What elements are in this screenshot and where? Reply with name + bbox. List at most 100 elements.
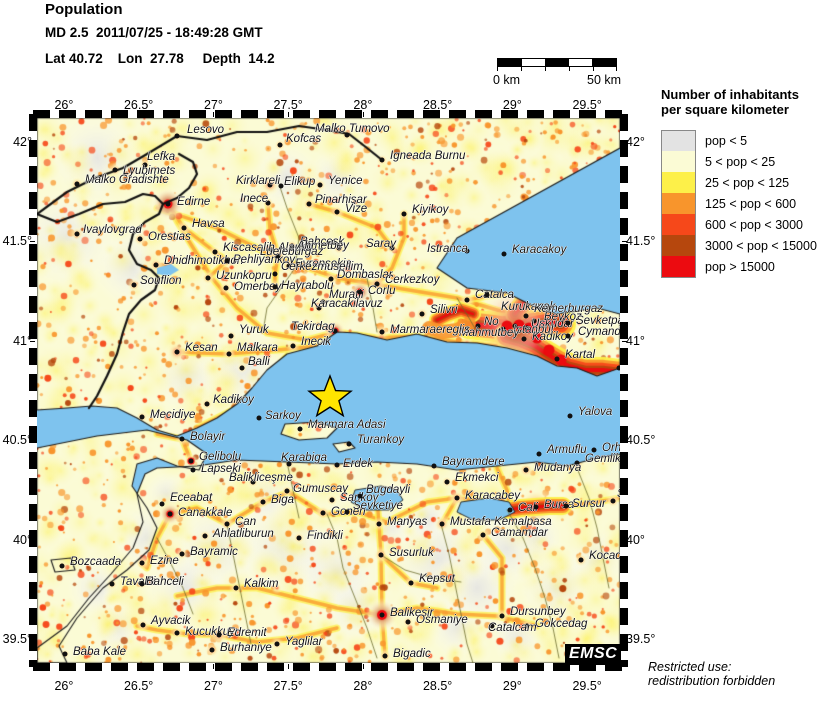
city-marker[interactable]: [408, 580, 414, 586]
city-marker[interactable]: [401, 211, 407, 217]
city-marker[interactable]: [507, 507, 513, 513]
city-marker[interactable]: [174, 133, 180, 139]
city-marker[interactable]: [567, 413, 573, 419]
city-marker[interactable]: [62, 651, 68, 657]
city-marker[interactable]: [591, 447, 597, 453]
city-marker[interactable]: [59, 563, 65, 569]
city-marker[interactable]: [565, 320, 571, 326]
city-marker[interactable]: [454, 495, 460, 501]
city-marker[interactable]: [153, 262, 159, 268]
city-marker[interactable]: [320, 299, 326, 305]
city-marker[interactable]: [554, 356, 560, 362]
city-marker[interactable]: [524, 623, 530, 629]
city-marker[interactable]: [501, 251, 507, 257]
city-marker[interactable]: [239, 365, 245, 371]
city-marker[interactable]: [531, 318, 537, 324]
city-marker[interactable]: [464, 248, 470, 254]
city-marker[interactable]: [336, 245, 342, 251]
city-marker[interactable]: [320, 510, 326, 516]
city-marker[interactable]: [174, 349, 180, 355]
city-marker[interactable]: [405, 619, 411, 625]
city-marker[interactable]: [489, 623, 495, 629]
city-marker[interactable]: [181, 225, 187, 231]
city-marker[interactable]: [523, 313, 529, 319]
city-marker[interactable]: [137, 236, 143, 242]
city-marker[interactable]: [334, 209, 340, 215]
city-marker[interactable]: [379, 157, 385, 163]
city-marker[interactable]: [499, 613, 505, 619]
city-marker[interactable]: [274, 641, 280, 647]
city-marker[interactable]: [224, 521, 230, 527]
city-marker[interactable]: [344, 132, 350, 138]
city-marker[interactable]: [306, 201, 312, 207]
city-marker[interactable]: [610, 498, 616, 504]
city-marker[interactable]: [378, 552, 384, 558]
city-marker[interactable]: [439, 521, 445, 527]
city-marker[interactable]: [167, 511, 173, 517]
city-marker[interactable]: [521, 336, 527, 342]
city-marker[interactable]: [209, 647, 215, 653]
city-marker[interactable]: [500, 326, 506, 332]
city-marker[interactable]: [379, 612, 385, 618]
city-marker[interactable]: [179, 436, 185, 442]
city-marker[interactable]: [250, 479, 256, 485]
city-marker[interactable]: [297, 426, 303, 432]
city-marker[interactable]: [578, 557, 584, 563]
city-marker[interactable]: [223, 285, 229, 291]
city-marker[interactable]: [265, 200, 271, 206]
city-marker[interactable]: [296, 535, 302, 541]
city-marker[interactable]: [475, 323, 481, 329]
city-marker[interactable]: [139, 414, 145, 420]
city-marker[interactable]: [379, 329, 385, 335]
city-marker[interactable]: [284, 488, 290, 494]
city-marker[interactable]: [389, 245, 395, 251]
city-marker[interactable]: [165, 201, 171, 207]
city-marker[interactable]: [382, 653, 388, 659]
city-marker[interactable]: [188, 458, 194, 464]
city-marker[interactable]: [286, 461, 292, 467]
city-marker[interactable]: [202, 533, 208, 539]
city-marker[interactable]: [344, 509, 350, 515]
city-marker[interactable]: [277, 142, 283, 148]
city-marker[interactable]: [256, 415, 262, 421]
city-marker[interactable]: [190, 467, 196, 473]
city-marker[interactable]: [174, 630, 180, 636]
city-marker[interactable]: [267, 182, 273, 188]
city-marker[interactable]: [357, 493, 363, 499]
city-marker[interactable]: [512, 323, 518, 329]
city-marker[interactable]: [228, 333, 234, 339]
city-marker[interactable]: [464, 297, 470, 303]
city-marker[interactable]: [536, 451, 542, 457]
city-marker[interactable]: [289, 243, 295, 249]
city-marker[interactable]: [272, 271, 278, 277]
city-marker[interactable]: [269, 247, 275, 253]
city-marker[interactable]: [216, 632, 222, 638]
city-marker[interactable]: [159, 501, 165, 507]
city-marker[interactable]: [317, 182, 323, 188]
city-marker[interactable]: [431, 463, 437, 469]
population-map[interactable]: Lesovo Malko Tumovo Kofcas Igneada Burnu Lef…: [37, 118, 620, 663]
city-marker[interactable]: [616, 365, 620, 371]
city-marker[interactable]: [334, 462, 340, 468]
city-marker[interactable]: [278, 183, 284, 189]
city-marker[interactable]: [376, 521, 382, 527]
city-marker[interactable]: [374, 281, 380, 287]
city-marker[interactable]: [205, 275, 211, 281]
city-marker[interactable]: [212, 249, 218, 255]
city-marker[interactable]: [226, 351, 232, 357]
city-marker[interactable]: [112, 167, 118, 173]
city-marker[interactable]: [272, 284, 278, 290]
city-marker[interactable]: [328, 276, 334, 282]
city-marker[interactable]: [419, 311, 425, 317]
city-marker[interactable]: [533, 504, 539, 510]
city-marker[interactable]: [260, 499, 266, 505]
city-marker[interactable]: [357, 289, 363, 295]
city-marker[interactable]: [484, 292, 490, 298]
city-marker[interactable]: [574, 460, 580, 466]
city-marker[interactable]: [329, 497, 335, 503]
city-marker[interactable]: [565, 333, 571, 339]
city-marker[interactable]: [286, 263, 292, 269]
city-marker[interactable]: [140, 622, 146, 628]
city-marker[interactable]: [275, 253, 281, 259]
city-marker[interactable]: [74, 231, 80, 237]
